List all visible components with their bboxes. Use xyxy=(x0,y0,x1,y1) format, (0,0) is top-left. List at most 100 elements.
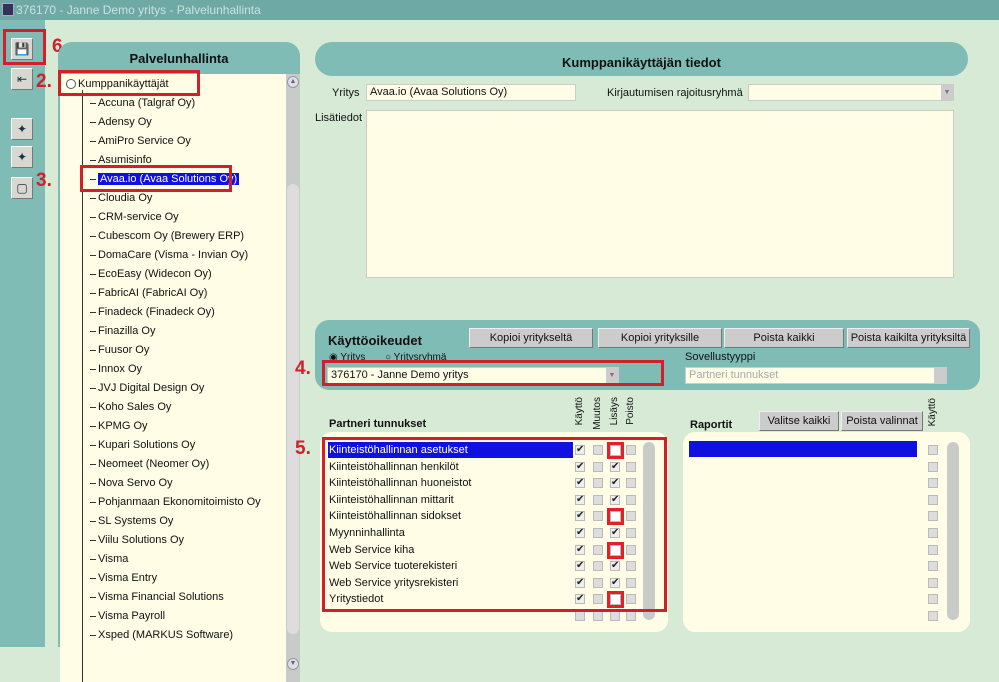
chevron-down-icon[interactable] xyxy=(934,368,946,383)
checkbox-poisto[interactable] xyxy=(626,594,636,605)
partner-row[interactable]: Web Service yritysrekisteri xyxy=(329,576,459,589)
tree-node[interactable]: Visma Entry xyxy=(90,570,157,587)
radio-yritysryhma[interactable]: ○ Yritysryhmä xyxy=(385,352,447,363)
checkbox-muutos[interactable] xyxy=(593,461,603,472)
tree-node[interactable]: Neomeet (Neomer Oy) xyxy=(90,456,209,473)
checkbox-empty[interactable] xyxy=(575,611,585,621)
partner-row[interactable]: Kiinteistöhallinnan henkilöt xyxy=(329,460,459,473)
tree-node[interactable]: Visma Payroll xyxy=(90,608,165,625)
tree-node[interactable]: Innox Oy xyxy=(90,361,142,378)
checkbox-lisays[interactable] xyxy=(607,508,624,526)
checkbox-kaytto[interactable]: ✔ xyxy=(575,444,585,455)
lisatiedot-textarea[interactable] xyxy=(366,110,954,278)
partner-row[interactable]: Kiinteistöhallinnan mittarit xyxy=(329,493,454,506)
checkbox-muutos[interactable] xyxy=(593,511,603,522)
tool-button-2[interactable]: ✦ xyxy=(11,146,33,168)
remove-all-button[interactable]: Poista kaikki xyxy=(724,328,844,348)
tree-node[interactable]: Viilu Solutions Oy xyxy=(90,532,184,549)
kirjaus-dropdown[interactable]: ▼ xyxy=(748,84,954,101)
save-button[interactable]: 💾 xyxy=(11,38,33,60)
tree-node[interactable]: Kupari Solutions Oy xyxy=(90,437,195,454)
tree-node[interactable]: Accuna (Talgraf Oy) xyxy=(90,95,195,112)
checkbox-poisto[interactable] xyxy=(626,445,636,455)
report-row-selected[interactable] xyxy=(689,441,917,457)
exit-button[interactable]: ⇤ xyxy=(11,68,33,90)
new-button[interactable]: ▢ xyxy=(11,177,33,199)
tree-node[interactable]: Avaa.io (Avaa Solutions Oy) xyxy=(90,171,240,188)
scroll-up-icon[interactable]: ▲ xyxy=(287,76,299,88)
checkbox-poisto[interactable] xyxy=(626,478,636,489)
tree-node[interactable]: FabricAI (FabricAI Oy) xyxy=(90,285,207,302)
partner-row[interactable]: Web Service kiha xyxy=(329,543,415,556)
checkbox-lisays[interactable]: ✔ xyxy=(610,560,620,572)
report-checkbox[interactable] xyxy=(928,594,938,605)
checkbox-poisto[interactable] xyxy=(626,577,636,588)
checkbox-kaytto[interactable]: ✔ xyxy=(575,460,585,472)
partner-row[interactable]: Kiinteistöhallinnan huoneistot xyxy=(329,477,472,490)
checkbox-muutos[interactable] xyxy=(593,528,603,538)
checkbox-muutos[interactable] xyxy=(593,561,603,572)
tool-button-1[interactable]: ✦ xyxy=(11,118,33,140)
report-checkbox[interactable] xyxy=(928,461,938,472)
checkbox-lisays[interactable]: ✔ xyxy=(610,460,620,472)
tree-node[interactable]: Finazilla Oy xyxy=(90,323,155,340)
radio-yritys[interactable]: ◉ Yritys xyxy=(329,352,366,363)
checkbox-muutos[interactable] xyxy=(593,478,603,489)
checkbox-kaytto[interactable]: ✔ xyxy=(575,576,585,588)
clear-selection-button[interactable]: Poista valinnat xyxy=(841,411,923,431)
tree-node[interactable]: Adensy Oy xyxy=(90,114,152,131)
tree-node[interactable]: Visma xyxy=(90,551,128,568)
checkbox-poisto[interactable] xyxy=(626,461,636,472)
checkbox-lisays[interactable] xyxy=(607,591,624,609)
tree-node[interactable]: AmiPro Service Oy xyxy=(90,133,191,150)
partner-row[interactable]: Web Service tuoterekisteri xyxy=(329,560,458,573)
sovellus-dropdown[interactable]: Partneri tunnukset xyxy=(685,367,947,384)
checkbox-kaytto[interactable]: ✔ xyxy=(575,593,585,605)
checkbox-poisto[interactable] xyxy=(626,544,636,555)
checkbox-lisays[interactable] xyxy=(607,442,624,459)
checkbox-kaytto[interactable]: ✔ xyxy=(575,527,585,538)
checkbox-empty[interactable] xyxy=(593,611,603,621)
tree-node[interactable]: Koho Sales Oy xyxy=(90,399,171,416)
copy-from-company-button[interactable]: Kopioi yritykseltä xyxy=(469,328,593,348)
collapse-icon[interactable] xyxy=(66,79,76,89)
select-all-button[interactable]: Valitse kaikki xyxy=(759,411,839,431)
chevron-down-icon[interactable]: ▼ xyxy=(606,368,618,383)
checkbox-kaytto[interactable]: ✔ xyxy=(575,560,585,572)
report-checkbox[interactable] xyxy=(928,561,938,572)
tree-node[interactable]: Pohjanmaan Ekonomitoimisto Oy xyxy=(90,494,261,511)
partner-scrollbar[interactable] xyxy=(643,442,655,620)
checkbox-lisays[interactable]: ✔ xyxy=(610,576,620,588)
tree-node[interactable]: SL Systems Oy xyxy=(90,513,173,530)
tree-node[interactable]: EcoEasy (Widecon Oy) xyxy=(90,266,212,283)
checkbox-poisto[interactable] xyxy=(626,511,636,522)
tree-node[interactable]: Visma Financial Solutions xyxy=(90,589,224,606)
tree-node[interactable]: Nova Servo Oy xyxy=(90,475,173,492)
tree-node[interactable]: Cubescom Oy (Brewery ERP) xyxy=(90,228,244,245)
checkbox-kaytto[interactable]: ✔ xyxy=(575,493,585,505)
report-checkbox[interactable] xyxy=(928,478,938,489)
tree-node[interactable]: Xsped (MARKUS Software) xyxy=(90,627,233,644)
chevron-down-icon[interactable]: ▼ xyxy=(941,85,953,100)
tree-node[interactable]: CRM-service Oy xyxy=(90,209,179,226)
tree-node[interactable]: Finadeck (Finadeck Oy) xyxy=(90,304,215,321)
checkbox-poisto[interactable] xyxy=(626,494,636,505)
report-checkbox[interactable] xyxy=(928,544,938,555)
report-checkbox[interactable] xyxy=(928,611,938,621)
checkbox-kaytto[interactable]: ✔ xyxy=(575,510,585,522)
tree-root-node[interactable]: Kumppanikäyttäjät xyxy=(66,76,169,93)
yritys-field[interactable]: Avaa.io (Avaa Solutions Oy) xyxy=(366,84,576,101)
checkbox-muutos[interactable] xyxy=(593,577,603,588)
reports-scrollbar[interactable] xyxy=(947,442,959,620)
checkbox-muutos[interactable] xyxy=(593,445,603,455)
checkbox-empty[interactable] xyxy=(626,611,636,621)
tree-node[interactable]: Cloudia Oy xyxy=(90,190,152,207)
checkbox-muutos[interactable] xyxy=(593,544,603,555)
checkbox-kaytto[interactable]: ✔ xyxy=(575,477,585,489)
tree-node[interactable]: Asumisinfo xyxy=(90,152,152,169)
tree-node[interactable]: KPMG Oy xyxy=(90,418,148,435)
tree-node[interactable]: JVJ Digital Design Oy xyxy=(90,380,204,397)
partner-row[interactable]: Kiinteistöhallinnan sidokset xyxy=(329,510,462,523)
report-checkbox[interactable] xyxy=(928,445,938,455)
checkbox-muutos[interactable] xyxy=(593,494,603,505)
